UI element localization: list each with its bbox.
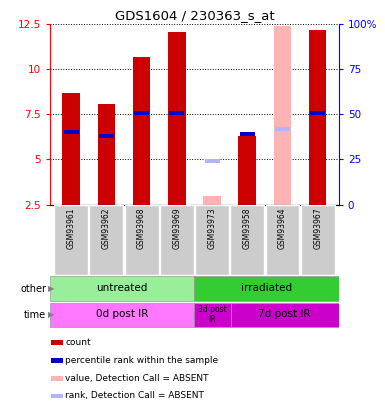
Bar xyxy=(275,127,290,131)
Bar xyxy=(203,196,221,205)
Text: GSM93962: GSM93962 xyxy=(102,207,111,249)
Text: 3d post
IR: 3d post IR xyxy=(198,305,227,324)
Text: time: time xyxy=(24,310,46,320)
Bar xyxy=(231,303,339,327)
Text: GSM93967: GSM93967 xyxy=(313,207,322,249)
Bar xyxy=(160,205,194,275)
Bar xyxy=(99,134,114,138)
Text: ▶: ▶ xyxy=(48,284,55,293)
Text: irradiated: irradiated xyxy=(241,283,292,293)
Bar xyxy=(97,104,115,205)
Bar xyxy=(309,30,326,205)
Bar xyxy=(301,205,335,275)
Text: GSM93961: GSM93961 xyxy=(67,207,76,249)
Text: GSM93969: GSM93969 xyxy=(172,207,181,249)
Bar xyxy=(310,111,325,115)
Bar xyxy=(133,57,151,205)
Text: 7d post IR: 7d post IR xyxy=(258,309,311,320)
Text: GSM93964: GSM93964 xyxy=(278,207,287,249)
Bar xyxy=(240,132,255,136)
Text: 0d post IR: 0d post IR xyxy=(96,309,149,320)
Text: GSM93973: GSM93973 xyxy=(208,207,216,249)
Bar xyxy=(64,130,79,134)
Text: rank, Detection Call = ABSENT: rank, Detection Call = ABSENT xyxy=(65,392,204,401)
Bar xyxy=(52,394,63,399)
Bar xyxy=(52,358,63,363)
Bar xyxy=(274,26,291,205)
Bar xyxy=(168,32,186,205)
Bar xyxy=(50,277,194,301)
Bar xyxy=(238,136,256,205)
Bar xyxy=(125,205,159,275)
Text: GSM93968: GSM93968 xyxy=(137,207,146,249)
Text: count: count xyxy=(65,338,91,347)
Text: GSM93958: GSM93958 xyxy=(243,207,252,249)
Bar xyxy=(169,111,184,115)
Bar xyxy=(266,205,300,275)
Text: value, Detection Call = ABSENT: value, Detection Call = ABSENT xyxy=(65,374,209,383)
Bar xyxy=(204,159,219,163)
Bar xyxy=(195,205,229,275)
Bar xyxy=(50,303,194,327)
Bar xyxy=(194,303,231,327)
Title: GDS1604 / 230363_s_at: GDS1604 / 230363_s_at xyxy=(115,9,274,22)
Bar xyxy=(52,376,63,381)
Bar xyxy=(230,205,264,275)
Text: percentile rank within the sample: percentile rank within the sample xyxy=(65,356,218,365)
Bar xyxy=(62,93,80,205)
Bar xyxy=(52,340,63,345)
Text: untreated: untreated xyxy=(97,283,148,293)
Text: other: other xyxy=(20,284,46,294)
Bar xyxy=(54,205,88,275)
Bar xyxy=(194,277,339,301)
Bar xyxy=(134,111,149,115)
Bar xyxy=(89,205,123,275)
Text: ▶: ▶ xyxy=(48,310,55,320)
